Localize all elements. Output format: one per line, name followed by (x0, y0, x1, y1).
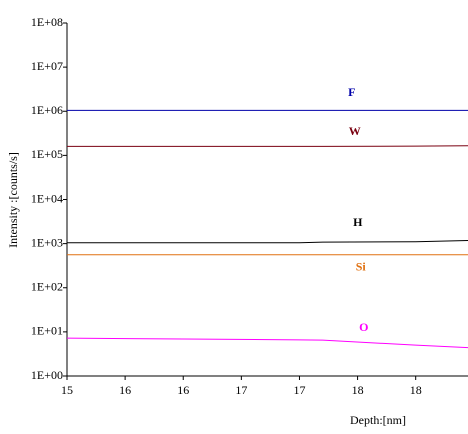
x-tick-label: 16 (177, 383, 189, 397)
series-label: H (353, 215, 363, 229)
series-line (66, 337, 468, 349)
x-tick-label: 16 (119, 383, 131, 397)
y-tick-label: 1E+07 (31, 59, 63, 73)
x-tick-label: 17 (235, 383, 247, 397)
series-label: W (349, 124, 361, 138)
x-tick-label: 18 (410, 383, 422, 397)
series-line (67, 239, 468, 244)
series-line (67, 145, 468, 147)
y-tick-label: 1E+01 (31, 324, 63, 338)
x-tick-label: 15 (61, 383, 73, 397)
y-tick-label: 1E+05 (31, 147, 63, 161)
series-label: O (359, 320, 368, 334)
x-tick-label: 17 (293, 383, 305, 397)
y-tick-label: 1E+06 (31, 103, 63, 117)
x-axis-label: Depth:[nm] (350, 413, 406, 427)
y-tick-label: 1E+08 (31, 15, 63, 29)
y-axis-label: Intensity :[counts/s] (6, 152, 20, 248)
y-tick-label: 1E+02 (31, 280, 63, 294)
series-label: F (348, 85, 355, 99)
y-tick-label: 1E+00 (31, 368, 63, 382)
y-tick-label: 1E+03 (31, 235, 63, 249)
y-tick-label: 1E+04 (31, 191, 63, 205)
x-tick-label: 18 (352, 383, 364, 397)
series-label: Si (356, 259, 367, 273)
